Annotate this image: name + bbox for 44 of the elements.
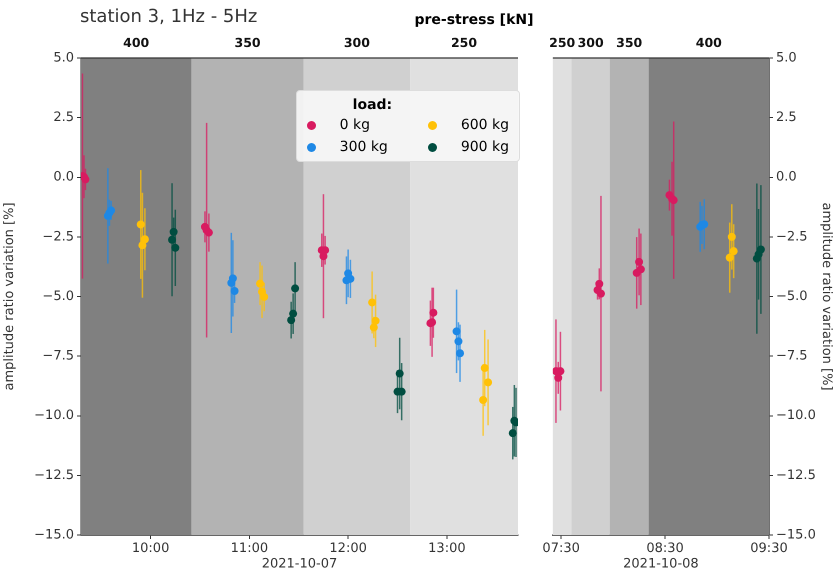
x-tick-label: 07:30	[542, 541, 580, 556]
y2-tick-label: −15.0	[776, 527, 816, 542]
y-tick-label: −2.5	[42, 229, 74, 244]
x-tick-label: 10:00	[132, 541, 170, 556]
chart-title: station 3, 1Hz - 5Hz	[80, 6, 258, 27]
y-tick-label: −5.0	[42, 288, 74, 304]
y2-tick-label: 5.0	[776, 50, 797, 66]
y2-tick-label: −7.5	[776, 348, 808, 364]
y-tick-label: 0.0	[53, 170, 74, 185]
x-tick-label: 08:30	[646, 541, 684, 556]
y-axis-title: amplitude ratio variation [%]	[2, 202, 18, 391]
y2-axis-title: amplitude ratio variation [%]	[818, 202, 834, 391]
y-tick-label: 2.5	[53, 110, 74, 125]
y-tick-label: −10.0	[34, 408, 74, 424]
y2-tick-label: −12.5	[776, 468, 816, 483]
x-tick-label: 11:00	[230, 541, 268, 556]
x2-axis-title: pre-stress [kN]	[414, 12, 534, 28]
x-axis-title: 2021-10-07	[262, 556, 338, 572]
y-tick-label: 5.0	[53, 50, 74, 66]
y2-tick-label: −5.0	[776, 288, 808, 304]
legend-label: 0 kg	[340, 117, 370, 133]
legend-title: load:	[352, 97, 394, 113]
y2-tick-label: −2.5	[776, 229, 808, 244]
legend-label: 300 kg	[340, 139, 388, 155]
y2-tick-label: 0.0	[776, 170, 797, 185]
band-label: 350	[234, 35, 261, 50]
band-label: 300	[344, 35, 370, 50]
legend-label: 900 kg	[460, 139, 509, 155]
x-tick-label: 12:00	[329, 541, 367, 556]
band-label: 300	[578, 35, 604, 50]
y-tick-label: −7.5	[42, 348, 74, 364]
y2-tick-label: −10.0	[776, 408, 816, 424]
legend-label: 600 kg	[460, 117, 509, 133]
band-label: 250	[549, 35, 576, 50]
y2-tick-label: 2.5	[776, 110, 797, 125]
x-tick-label: 13:00	[428, 541, 466, 556]
band-label: 350	[616, 35, 643, 50]
x-tick-label: 09:30	[750, 541, 788, 556]
y-tick-label: −12.5	[34, 468, 74, 483]
band-label: 400	[123, 35, 150, 50]
band-label: 400	[696, 35, 722, 50]
y-tick-label: −15.0	[34, 527, 74, 542]
x-axis-title: 2021-10-08	[623, 556, 699, 572]
band-label: 250	[450, 35, 478, 50]
